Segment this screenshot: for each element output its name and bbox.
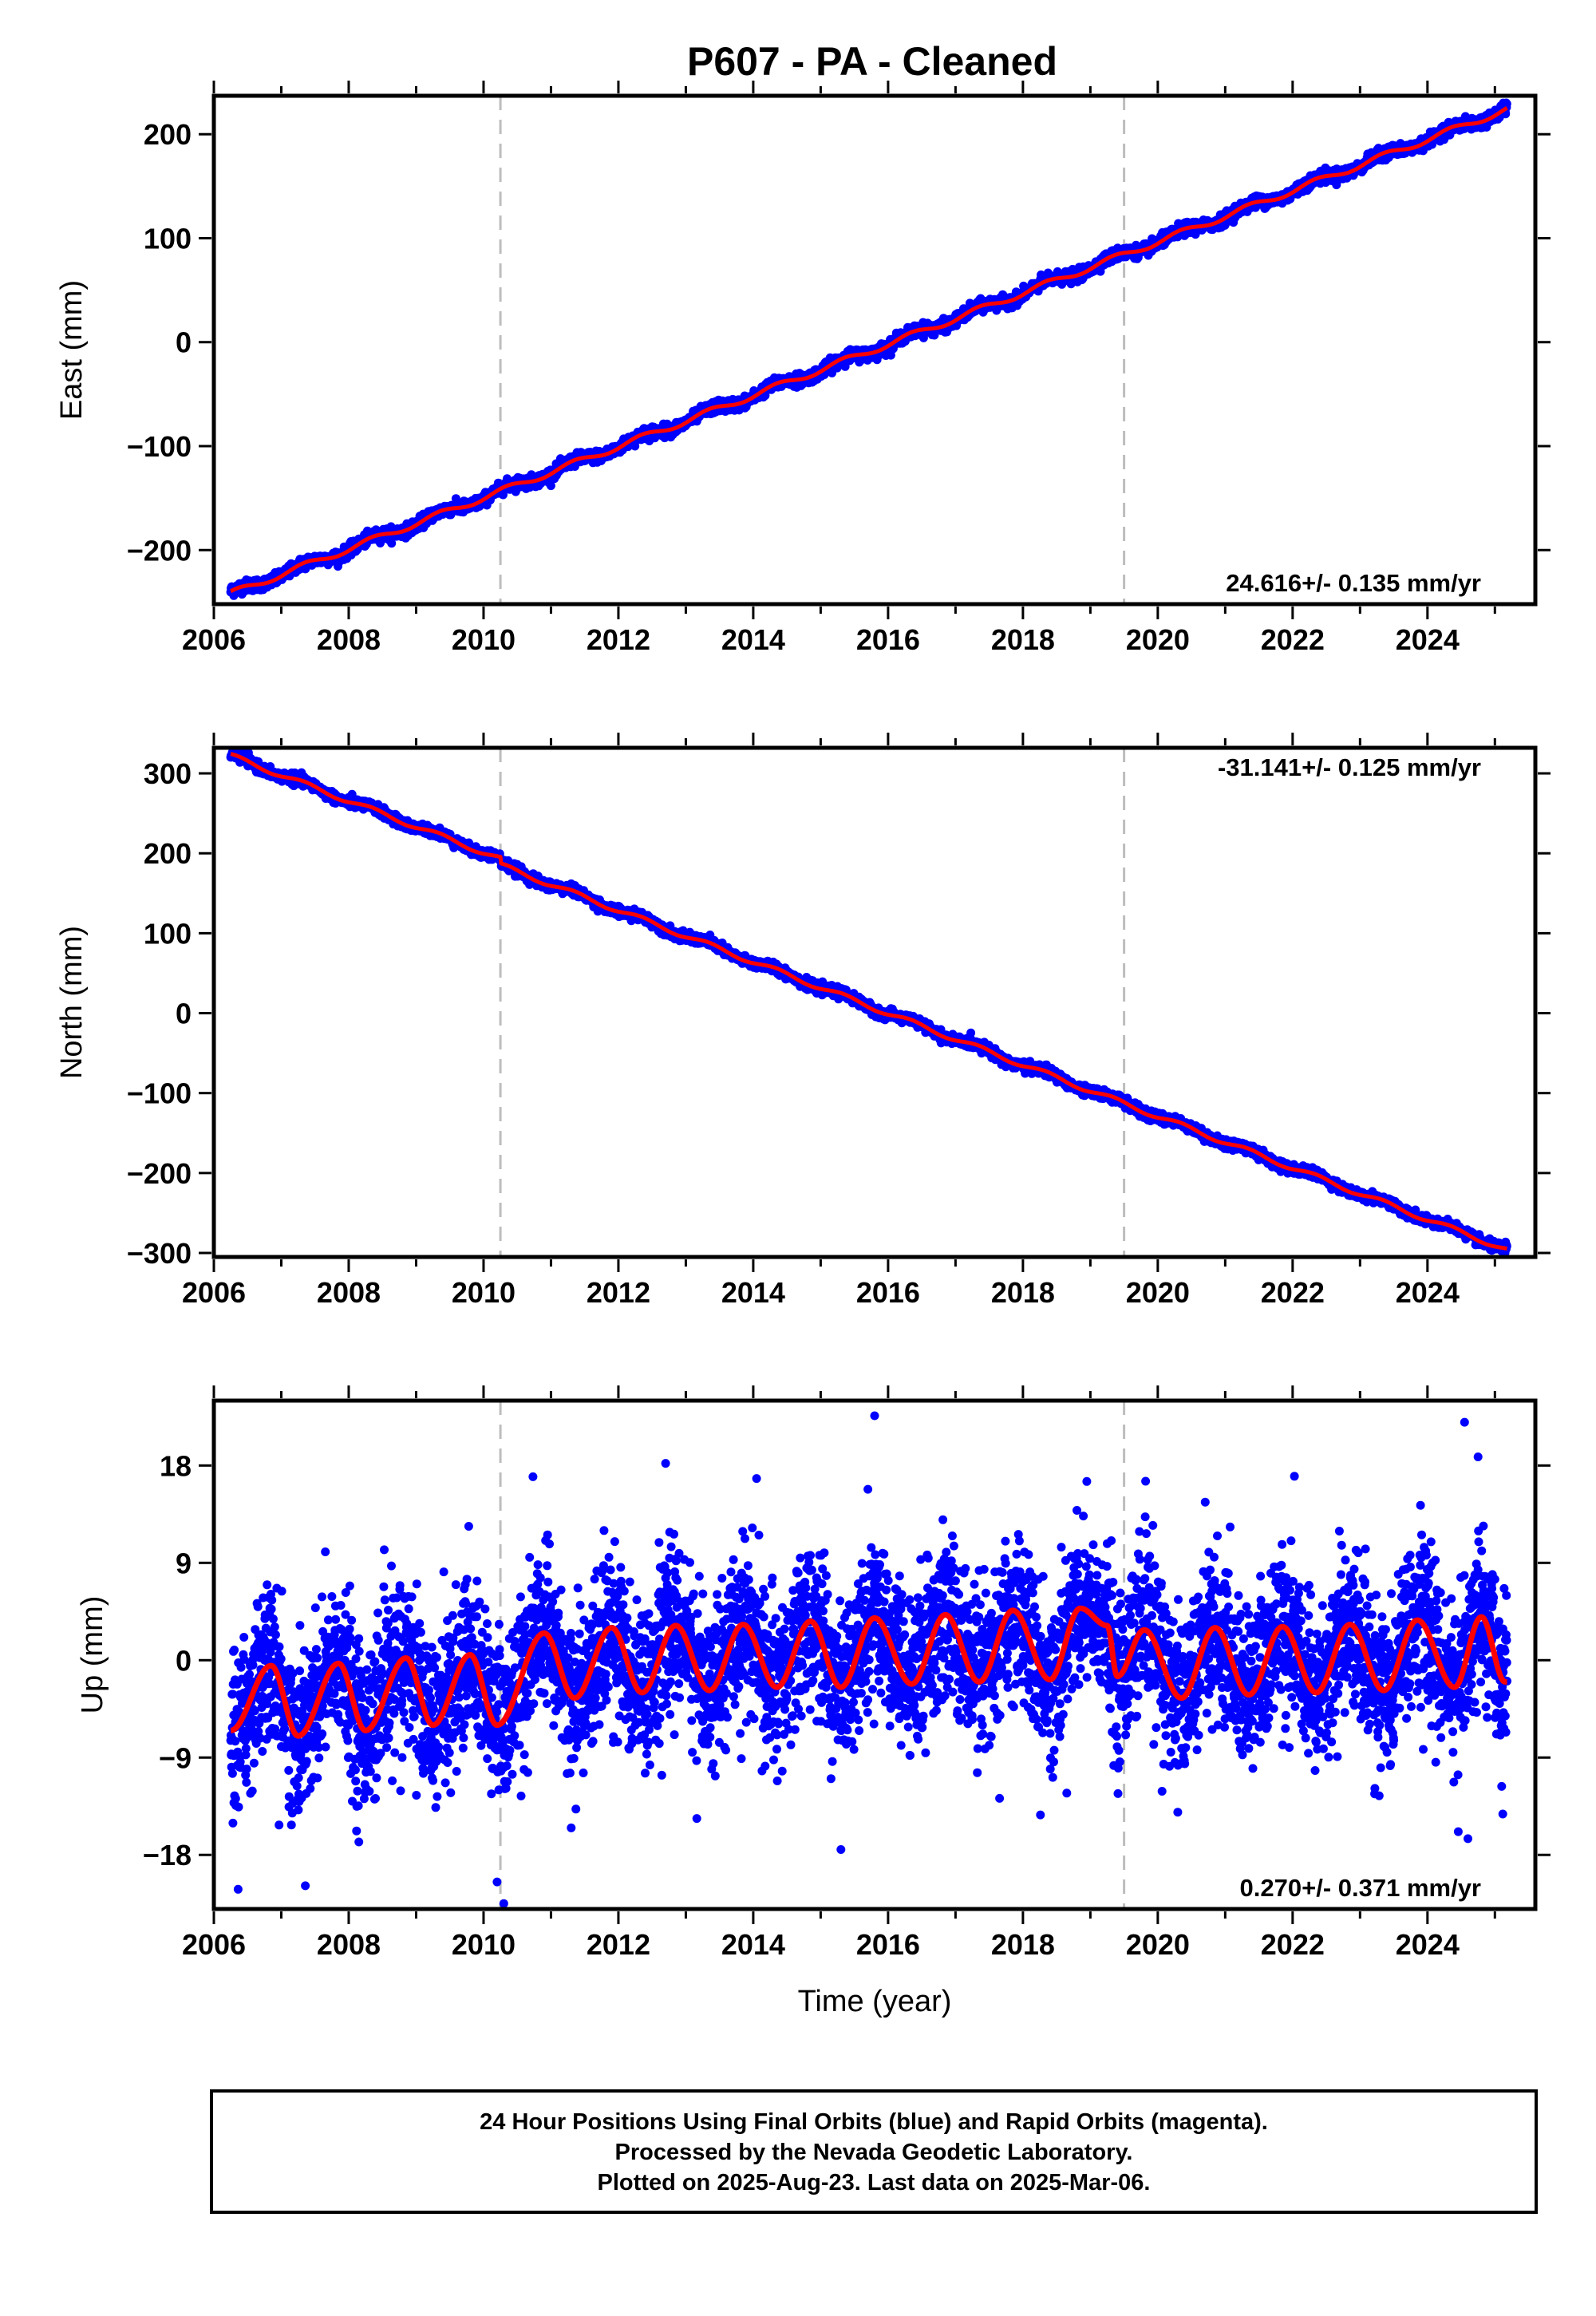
y-tick-label: −100 <box>127 430 192 463</box>
data-point <box>1502 99 1511 109</box>
panel-north: 2006 2008 2010 2012 2014 2016 2018 2020 2022 2024… <box>55 733 1551 1309</box>
rate-label: 24.616+/- 0.135 mm/yr <box>1226 569 1481 597</box>
y-tick-label: 100 <box>144 222 192 255</box>
y-axis-label: East (mm) <box>55 280 89 420</box>
x-tick-label: 2014 <box>721 623 785 656</box>
y-tick-label: −200 <box>127 534 192 567</box>
y-tick-label: 0 <box>176 326 192 359</box>
figure-title: P607 - PA - Cleaned <box>687 39 1057 84</box>
x-tick-label: 2022 <box>1261 623 1325 656</box>
x-tick-label: 2010 <box>452 623 516 656</box>
x-tick-label: 2018 <box>991 623 1055 656</box>
x-tick-label: 2008 <box>317 623 381 656</box>
x-tick-label: 2024 <box>1396 623 1460 656</box>
x-tick-label: 2016 <box>856 623 920 656</box>
y-tick-label: 200 <box>144 118 192 151</box>
panels: 2006 2008 2010 2012 2014 2016 2018 2020 2022 2024… <box>55 81 1551 2018</box>
panel-east: 2006 2008 2010 2012 2014 2016 2018 2020 2022 2024… <box>55 81 1551 656</box>
x-tick-label: 2012 <box>587 623 650 656</box>
x-tick-label: 2020 <box>1126 623 1190 656</box>
points-series <box>226 748 1511 1257</box>
x-tick-label: 2006 <box>182 623 246 656</box>
